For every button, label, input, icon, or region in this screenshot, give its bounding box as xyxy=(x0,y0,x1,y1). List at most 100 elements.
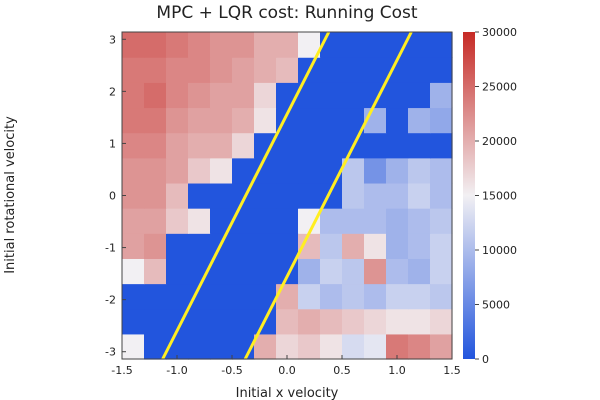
heatmap-cell xyxy=(254,132,277,159)
heatmap-cell xyxy=(342,57,365,83)
heatmap-cell xyxy=(298,32,321,58)
heatmap-cell xyxy=(342,258,365,285)
heatmap-cell xyxy=(254,82,277,109)
heatmap-cell xyxy=(386,233,409,259)
heatmap-cell xyxy=(166,132,189,159)
heatmap-cell xyxy=(210,333,233,360)
heatmap-cell xyxy=(430,308,453,335)
heatmap-cell xyxy=(342,182,365,209)
heatmap-cell xyxy=(232,283,255,310)
x-tick-label: -1.0 xyxy=(166,364,187,377)
heatmap-cell xyxy=(254,208,277,234)
heatmap-cell xyxy=(166,82,189,109)
heatmap-cell xyxy=(408,308,431,335)
heatmap-cell xyxy=(364,57,387,83)
heatmap-cell xyxy=(144,32,167,58)
heatmap-cell xyxy=(122,283,145,310)
heatmap-cell xyxy=(430,258,453,285)
heatmap-cell xyxy=(254,157,277,184)
heatmap-cell xyxy=(408,32,431,58)
heatmap-cell xyxy=(188,82,211,109)
heatmap-cell xyxy=(342,208,365,234)
heatmap-cell xyxy=(320,208,343,234)
heatmap-cell xyxy=(342,107,365,134)
y-tick-label: -1 xyxy=(105,242,116,255)
heatmap-cell xyxy=(144,132,167,159)
heatmap-cell xyxy=(386,283,409,310)
heatmap-cell xyxy=(430,32,453,58)
heatmap-cell xyxy=(122,57,145,83)
heatmap-cell xyxy=(166,107,189,134)
heatmap-cell xyxy=(122,333,145,360)
heatmap-cell xyxy=(364,233,387,259)
heatmap-cell xyxy=(386,132,409,159)
heatmap-cell xyxy=(386,182,409,209)
heatmap-cell xyxy=(342,32,365,58)
heatmap-cell xyxy=(122,182,145,209)
heatmap-cell xyxy=(408,57,431,83)
heatmap-cell xyxy=(144,57,167,83)
heatmap-cell xyxy=(122,157,145,184)
heatmap-cell xyxy=(188,283,211,310)
colorbar-tick-label: 15000 xyxy=(482,190,517,203)
heatmap-cell xyxy=(408,233,431,259)
heatmap-cell xyxy=(188,157,211,184)
heatmap-cell xyxy=(386,308,409,335)
heatmap-cell xyxy=(298,182,321,209)
heatmap-cell xyxy=(386,258,409,285)
x-tick-label: -0.5 xyxy=(221,364,242,377)
heatmap-cell xyxy=(320,57,343,83)
y-tick-label: -3 xyxy=(105,346,116,359)
y-tick-label: 2 xyxy=(109,85,116,98)
colorbar-tick-label: 5000 xyxy=(482,299,510,312)
heatmap-cell xyxy=(408,82,431,109)
heatmap-cell xyxy=(408,182,431,209)
heatmap-cell xyxy=(320,333,343,360)
heatmap-cell xyxy=(188,308,211,335)
heatmap-cell xyxy=(276,308,299,335)
heatmap-cell xyxy=(430,132,453,159)
heatmap-cell xyxy=(408,258,431,285)
heatmap-cell xyxy=(386,333,409,360)
x-tick-label: 1.5 xyxy=(443,364,461,377)
heatmap-cell xyxy=(298,82,321,109)
heatmap-cell xyxy=(430,157,453,184)
heatmap-cell xyxy=(210,132,233,159)
heatmap-cell xyxy=(364,333,387,360)
heatmap-cell xyxy=(210,32,233,58)
heatmap-cell xyxy=(298,157,321,184)
y-tick-label: -2 xyxy=(105,294,116,307)
heatmap-cell xyxy=(408,208,431,234)
y-tick-label: 0 xyxy=(109,190,116,203)
x-tick-label: 0.0 xyxy=(278,364,296,377)
heatmap-cell xyxy=(276,333,299,360)
heatmap-cell xyxy=(386,57,409,83)
colorbar-tick-label: 25000 xyxy=(482,81,517,94)
heatmap-cell xyxy=(254,333,277,360)
heatmap-cell xyxy=(254,107,277,134)
heatmap-cell xyxy=(210,57,233,83)
heatmap-cell xyxy=(188,132,211,159)
heatmap-cell xyxy=(298,233,321,259)
heatmap-cell xyxy=(166,283,189,310)
heatmap-cell xyxy=(166,308,189,335)
x-tick-label: 1.0 xyxy=(388,364,406,377)
heatmap-cell xyxy=(320,258,343,285)
heatmap-cell xyxy=(276,57,299,83)
y-tick-label: 3 xyxy=(109,33,116,46)
heatmap-cell xyxy=(408,132,431,159)
heatmap-cell xyxy=(364,308,387,335)
heatmap-cell xyxy=(430,233,453,259)
colorbar-tick-label: 10000 xyxy=(482,244,517,257)
x-tick-label: -1.5 xyxy=(111,364,132,377)
heatmap-cell xyxy=(232,157,255,184)
heatmap-cell xyxy=(232,82,255,109)
heatmap-cell xyxy=(210,208,233,234)
heatmap-cell xyxy=(430,82,453,109)
heatmap-cell xyxy=(276,32,299,58)
colorbar-tick-label: 20000 xyxy=(482,135,517,148)
heatmap-cell xyxy=(364,283,387,310)
heatmap-cell xyxy=(188,333,211,360)
heatmap-cell xyxy=(298,107,321,134)
heatmap-cell xyxy=(386,208,409,234)
